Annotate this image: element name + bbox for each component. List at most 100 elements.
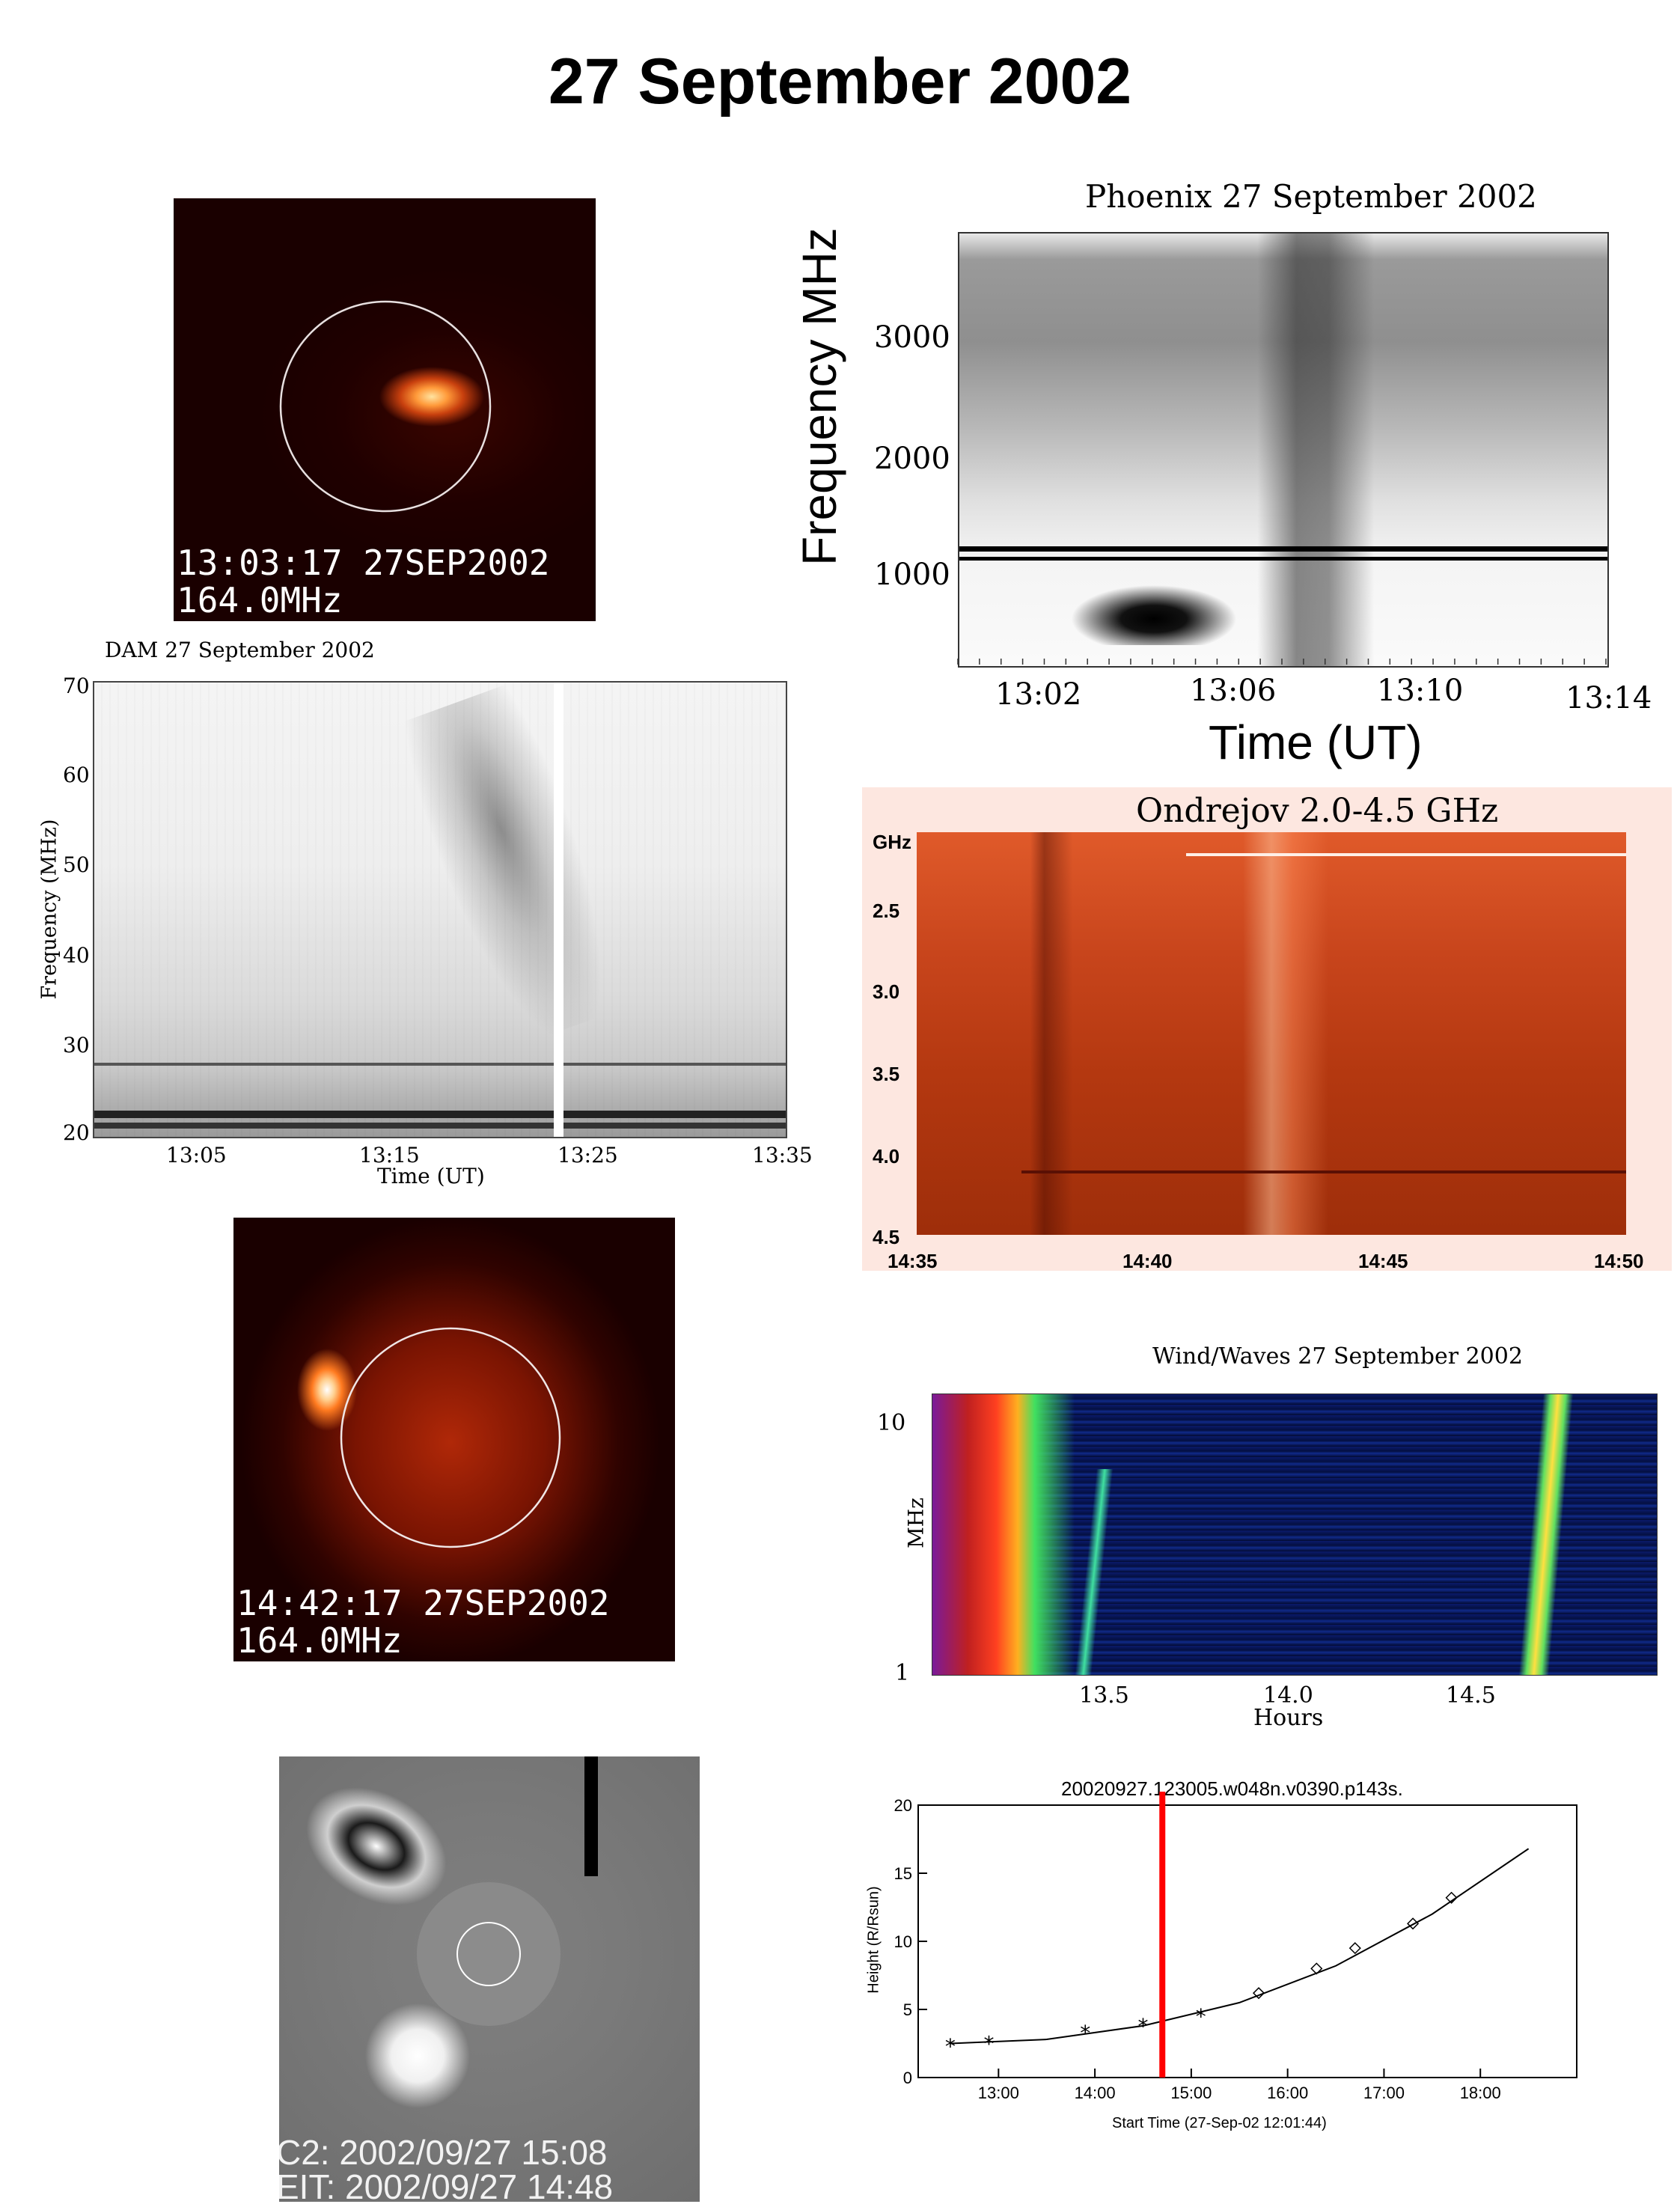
lasco-c2-label: C2: 2002/09/27 15:08 <box>279 2133 608 2172</box>
ht-ytick-label: 5 <box>903 2000 912 2019</box>
phoenix-ytick-2000: 2000 <box>874 442 950 476</box>
ht-xtick-label: 18:00 <box>1460 2084 1501 2102</box>
ondrejov-title: Ondrejov 2.0-4.5 GHz <box>1136 792 1499 830</box>
phoenix-burst <box>1072 574 1236 645</box>
lasco-occulter <box>417 1882 560 2026</box>
ht-point-asterisk: * <box>1196 2004 1206 2029</box>
wind-xlabel: Hours <box>1253 1705 1324 1731</box>
page-title: 27 September 2002 <box>548 46 1132 117</box>
ht-point-diamond <box>1252 1987 1265 2000</box>
ht-point-asterisk: * <box>983 2032 994 2057</box>
ondrejov-frame <box>862 787 1672 1271</box>
ondrejov-ytick-25: 2.5 <box>873 900 900 922</box>
ondrejov-ytick-35: 3.5 <box>873 1063 900 1085</box>
dam-xtick-1325: 13:25 <box>558 1143 618 1167</box>
dam-band-3 <box>94 1063 786 1066</box>
ondrejov-plot <box>917 832 1626 1235</box>
lasco-cme-lower <box>361 2003 474 2108</box>
dam-xtick-1305: 13:05 <box>166 1143 227 1167</box>
dam-xtick-1335: 13:35 <box>752 1143 813 1167</box>
dam-gap <box>554 683 563 1137</box>
ht-plot-frame <box>917 1804 1577 2078</box>
dam-band-2 <box>94 1123 786 1129</box>
nrh-image-top: 13:03:17 27SEP2002 164.0MHz <box>174 198 596 621</box>
wind-plot <box>932 1394 1658 1676</box>
ht-ytick-label: 15 <box>894 1864 912 1883</box>
nrh-bottom-freq: 164.0MHz <box>236 1620 403 1661</box>
dam-drift-burst <box>328 683 714 1073</box>
dam-ytick-60: 60 <box>63 763 90 787</box>
dam-ytick-30: 30 <box>63 1033 90 1057</box>
ondrejov-ytick-40: 4.0 <box>873 1145 900 1167</box>
ht-point-diamond <box>1310 1962 1323 1975</box>
ht-xtick-label: 13:00 <box>978 2084 1019 2102</box>
wind-ytick-10: 10 <box>877 1410 906 1436</box>
lasco-eit-label: EIT: 2002/09/27 14:48 <box>279 2167 614 2202</box>
ondrejov-dark-line <box>1021 1170 1626 1173</box>
ht-ylabel: Height (R/Rsun) <box>865 1886 882 1994</box>
ondrejov-ytick-30: 3.0 <box>873 980 900 1003</box>
phoenix-xtick-1302: 13:02 <box>995 677 1082 712</box>
dam-ytick-70: 70 <box>63 674 90 698</box>
phoenix-title: Phoenix 27 September 2002 <box>1085 178 1537 215</box>
wind-xtick-135: 13.5 <box>1079 1682 1129 1709</box>
ht-point-diamond <box>1348 1942 1361 1955</box>
nrh-bottom-time: 14:42:17 27SEP2002 <box>236 1583 610 1623</box>
dam-ytick-50: 50 <box>63 852 90 877</box>
ondrejov-xtick-1450: 14:50 <box>1594 1250 1644 1272</box>
wind-burst-3 <box>1518 1394 1574 1675</box>
ht-xlabel: Start Time (27-Sep-02 12:01:44) <box>1112 2115 1327 2131</box>
wind-type3-burst <box>932 1394 1075 1675</box>
phoenix-xtick-1314: 13:14 <box>1566 681 1652 715</box>
wind-burst-2 <box>1075 1469 1114 1675</box>
ondrejov-line <box>1186 853 1626 856</box>
ht-title: 20020927.123005.w048n.v0390.p143s. <box>1061 1777 1403 1800</box>
phoenix-ytick-3000: 3000 <box>874 320 950 355</box>
ht-point-diamond <box>1407 1917 1420 1930</box>
wind-ytick-1: 1 <box>895 1660 910 1686</box>
ht-xtick-label: 15:00 <box>1170 2084 1212 2102</box>
phoenix-xtick-1310: 13:10 <box>1377 674 1464 708</box>
ht-point-asterisk: * <box>1080 2021 1090 2045</box>
ht-xtick-label: 14:00 <box>1075 2084 1116 2102</box>
nrh-image-bottom: 14:42:17 27SEP2002 164.0MHz <box>233 1218 675 1661</box>
ht-point-diamond <box>1445 1891 1458 1904</box>
ondrejov-xtick-1440: 14:40 <box>1122 1250 1173 1272</box>
phoenix-xlabel: Time (UT) <box>1209 715 1423 769</box>
wind-xtick-145: 14.5 <box>1446 1682 1496 1709</box>
dam-ylabel: Frequency (MHz) <box>37 819 61 1000</box>
nrh-top-freq: 164.0MHz <box>177 580 343 620</box>
ht-xtick-label: 17:00 <box>1363 2084 1405 2102</box>
ondrejov-xtick-1435: 14:35 <box>888 1250 938 1272</box>
ht-fit-line <box>950 1848 1530 2045</box>
dam-xlabel: Time (UT) <box>377 1164 485 1188</box>
wind-title: Wind/Waves 27 September 2002 <box>1152 1343 1523 1370</box>
ondrejov-ylabel: GHz <box>873 831 911 853</box>
lasco-pylon <box>584 1756 598 1876</box>
solar-disk-circle <box>279 300 492 513</box>
wind-xtick-140: 14.0 <box>1263 1682 1313 1709</box>
phoenix-band-2 <box>959 557 1607 561</box>
ht-ytick-label: 10 <box>894 1932 912 1951</box>
nrh-top-time: 13:03:17 27SEP2002 <box>177 543 550 583</box>
wind-ylabel: MHz <box>903 1498 929 1548</box>
phoenix-xtick-1306: 13:06 <box>1190 674 1277 708</box>
solar-disk-circle-bottom <box>340 1327 561 1548</box>
phoenix-ytick-1000: 1000 <box>874 558 950 592</box>
phoenix-band-1 <box>959 546 1607 552</box>
ht-marker-line <box>1159 1792 1166 2078</box>
lasco-image: C2: 2002/09/27 15:08 EIT: 2002/09/27 14:… <box>279 1756 700 2202</box>
ht-xtick-label: 16:00 <box>1267 2084 1308 2102</box>
phoenix-ylabel: Frequency MHz <box>792 228 846 566</box>
ht-ytick-label: 20 <box>894 1796 912 1815</box>
dam-ytick-20: 20 <box>63 1120 90 1145</box>
ht-point-asterisk: * <box>1137 2014 1148 2039</box>
phoenix-plot <box>958 232 1609 668</box>
ht-ytick-label: 0 <box>903 2069 912 2087</box>
ondrejov-xtick-1445: 14:45 <box>1358 1250 1408 1272</box>
ht-point-asterisk: * <box>945 2034 956 2059</box>
ondrejov-ytick-45: 4.5 <box>873 1226 900 1248</box>
dam-title: DAM 27 September 2002 <box>105 638 375 662</box>
dam-plot <box>93 681 787 1138</box>
dam-band-1 <box>94 1111 786 1118</box>
